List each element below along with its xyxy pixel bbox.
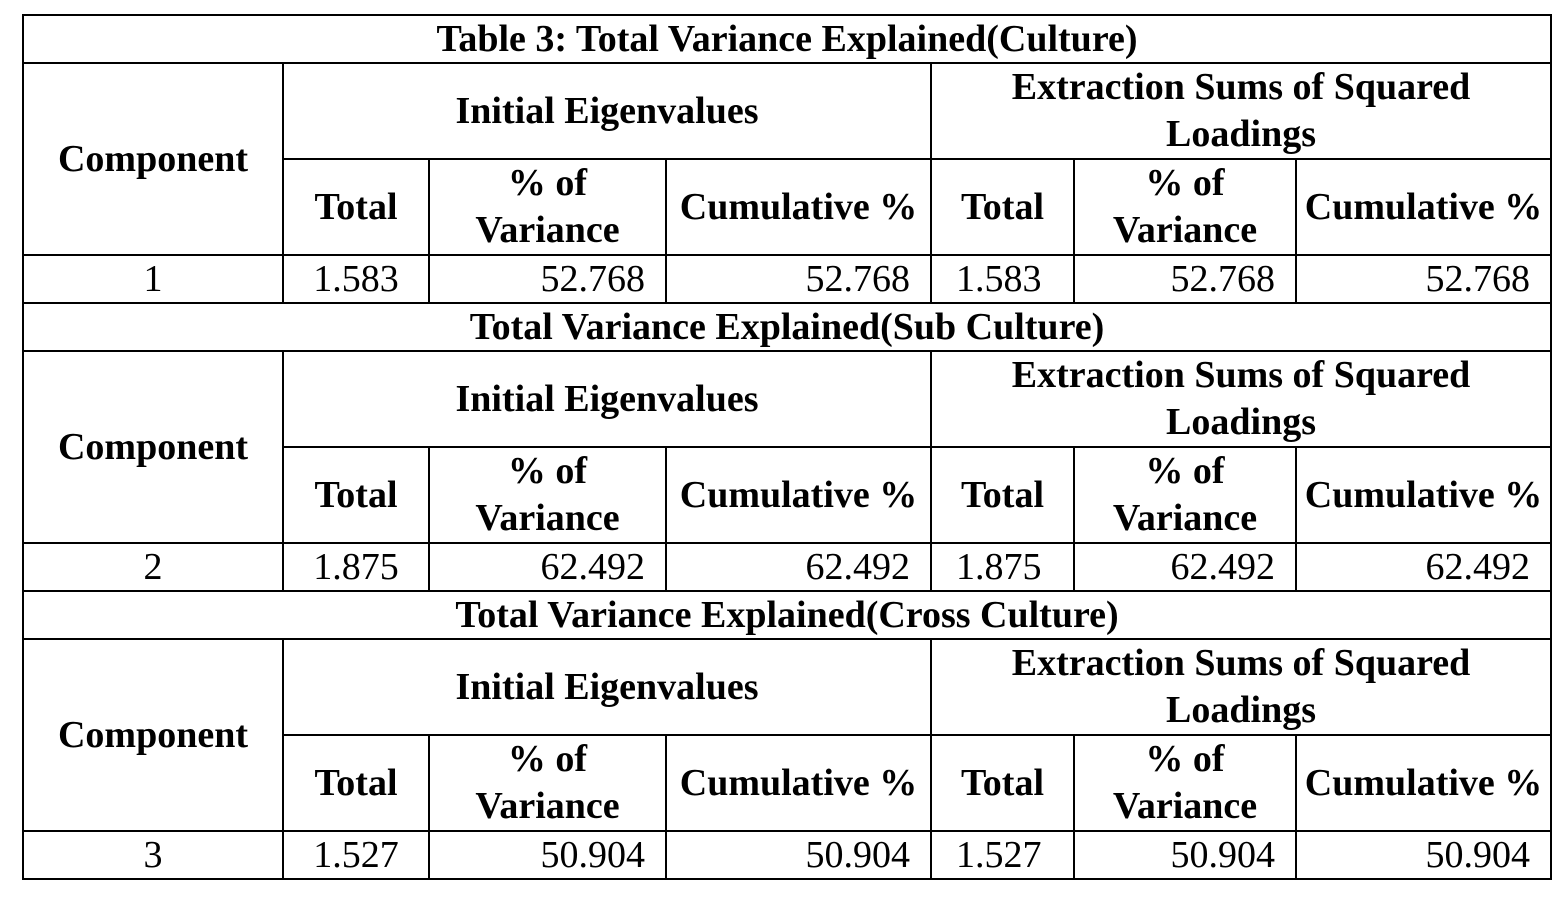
column-header: % of Variance	[428, 158, 667, 256]
value-cell: 50.904	[665, 830, 932, 880]
section-title: Table 3: Total Variance Explained(Cultur…	[21, 14, 1553, 64]
variance-table: Table 3: Total Variance Explained(Cultur…	[21, 14, 1553, 880]
component-cell: 1	[22, 254, 284, 304]
table-row: 3 1.527 50.904 50.904 1.527 50.904 50.904	[22, 830, 1553, 880]
group-header-row: Component Initial Eigenvalues Extraction…	[22, 350, 1553, 544]
column-header: % of Variance	[1073, 158, 1297, 256]
component-header: Component	[22, 350, 284, 544]
value-cell: 50.904	[428, 830, 667, 880]
column-header: Total	[282, 446, 430, 544]
component-cell: 3	[22, 830, 284, 880]
value-cell: 62.492	[1073, 542, 1297, 592]
column-header: Cumulative %	[665, 446, 932, 544]
section-title: Total Variance Explained(Sub Culture)	[21, 302, 1553, 352]
column-header: Total	[930, 734, 1075, 832]
column-header: Cumulative %	[665, 734, 932, 832]
value-cell: 1.875	[930, 542, 1075, 592]
component-header: Component	[22, 62, 284, 256]
value-cell: 50.904	[1294, 830, 1553, 880]
column-header-row: Total% of Variance Cumulative % Total% of …	[23, 734, 1553, 832]
column-header: Total	[930, 446, 1075, 544]
column-header: % of Variance	[1073, 734, 1297, 832]
initial-eigenvalues-header: Initial Eigenvalues	[282, 638, 932, 736]
extraction-sums-header: Extraction Sums of Squared Loadings	[929, 350, 1553, 448]
column-header: Total	[930, 158, 1075, 256]
component-header: Component	[22, 638, 284, 832]
value-cell: 52.768	[428, 254, 667, 304]
value-cell: 1.527	[930, 830, 1075, 880]
column-header: Cumulative %	[1294, 734, 1553, 832]
column-header: Total	[282, 734, 430, 832]
value-cell: 50.904	[1073, 830, 1297, 880]
group-header-row: Component Initial Eigenvalues Extraction…	[22, 638, 1553, 832]
section-title-row: Table 3: Total Variance Explained(Cultur…	[21, 14, 1553, 64]
section-title-row: Total Variance Explained(Sub Culture)	[21, 302, 1553, 352]
value-cell: 1.583	[930, 254, 1075, 304]
initial-eigenvalues-header: Initial Eigenvalues	[282, 62, 932, 160]
section-title: Total Variance Explained(Cross Culture)	[21, 590, 1553, 640]
column-header: % of Variance	[1073, 446, 1297, 544]
component-cell: 2	[22, 542, 284, 592]
extraction-sums-header: Extraction Sums of Squared Loadings	[929, 638, 1553, 736]
table-row: 2 1.875 62.492 62.492 1.875 62.492 62.492	[22, 542, 1553, 592]
table-row: 1 1.583 52.768 52.768 1.583 52.768 52.768	[22, 254, 1553, 304]
value-cell: 1.875	[282, 542, 430, 592]
value-cell: 62.492	[428, 542, 667, 592]
value-cell: 52.768	[1294, 254, 1553, 304]
value-cell: 52.768	[1073, 254, 1297, 304]
extraction-sums-header: Extraction Sums of Squared Loadings	[929, 62, 1553, 160]
section-title-row: Total Variance Explained(Cross Culture)	[21, 590, 1553, 640]
column-header: % of Variance	[428, 446, 667, 544]
value-cell: 52.768	[665, 254, 932, 304]
value-cell: 62.492	[665, 542, 932, 592]
column-header-row: Total% of Variance Cumulative % Total% of …	[23, 446, 1553, 544]
value-cell: 1.583	[282, 254, 430, 304]
column-header-row: Total% of Variance Cumulative % Total% of …	[23, 158, 1553, 256]
value-cell: 1.527	[282, 830, 430, 880]
column-header: Cumulative %	[1294, 446, 1553, 544]
column-header: Cumulative %	[1294, 158, 1553, 256]
column-header: % of Variance	[428, 734, 667, 832]
initial-eigenvalues-header: Initial Eigenvalues	[282, 350, 932, 448]
value-cell: 62.492	[1294, 542, 1553, 592]
column-header: Cumulative %	[665, 158, 932, 256]
group-header-row: Component Initial Eigenvalues Extraction…	[22, 62, 1553, 256]
column-header: Total	[282, 158, 430, 256]
